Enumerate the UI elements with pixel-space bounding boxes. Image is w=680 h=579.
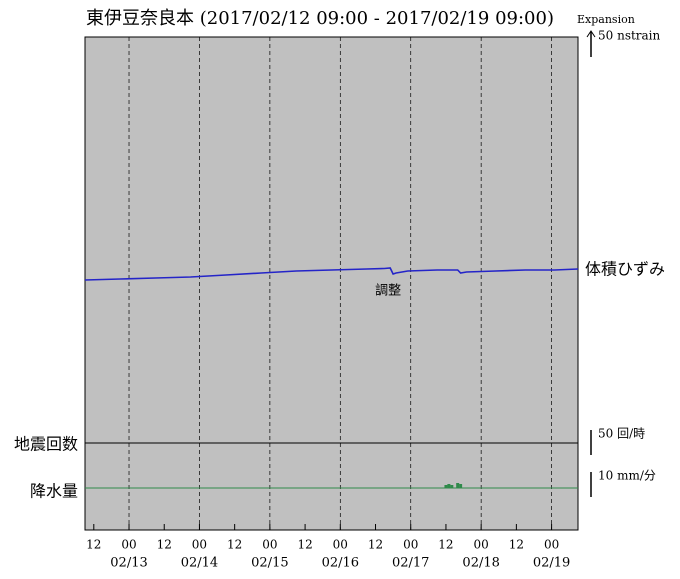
series-line [84,267,579,281]
scale-arrow [586,30,596,38]
date-label: 02/14 [181,556,218,571]
x-tick-label: 12 [227,538,242,552]
chart-title: 東伊豆奈良本 (2017/02/12 09:00 - 2017/02/19 09… [86,8,554,29]
series-label: 降水量 [30,482,78,501]
date-label: 02/19 [533,556,570,571]
x-tick-label: 00 [262,538,277,552]
x-tick-label: 00 [333,538,348,552]
x-tick-label: 00 [474,538,489,552]
date-label: 02/18 [462,556,499,571]
rain-bar [447,484,451,488]
plot-area [84,36,579,531]
date-label: 02/16 [322,556,359,571]
date-label: 02/17 [392,556,429,571]
x-tick-label: 12 [438,538,453,552]
x-tick-label: 12 [86,538,101,552]
x-tick-label: 12 [157,538,172,552]
x-tick-label: 12 [509,538,524,552]
rain-bar [450,485,454,488]
annotation: 調整 [375,284,401,299]
x-tick-label: 12 [368,538,383,552]
series-label: 体積ひずみ [585,260,665,279]
scale-label: 10 mm/分 [598,469,656,483]
x-tick-label: 00 [544,538,559,552]
date-label: 02/13 [110,556,147,571]
rain-bar [459,484,463,488]
date-label: 02/15 [251,556,288,571]
rain-bar [444,485,448,488]
x-tick-label: 00 [121,538,136,552]
scale-label: 50 回/時 [598,427,645,441]
rain-bar [456,483,460,488]
x-tick-label: 12 [297,538,312,552]
scale-title: Expansion [577,13,635,26]
series-label: 地震回数 [14,435,78,454]
x-tick-label: 00 [192,538,207,552]
x-tick-label: 00 [403,538,418,552]
scale-label: 50 nstrain [598,29,661,43]
